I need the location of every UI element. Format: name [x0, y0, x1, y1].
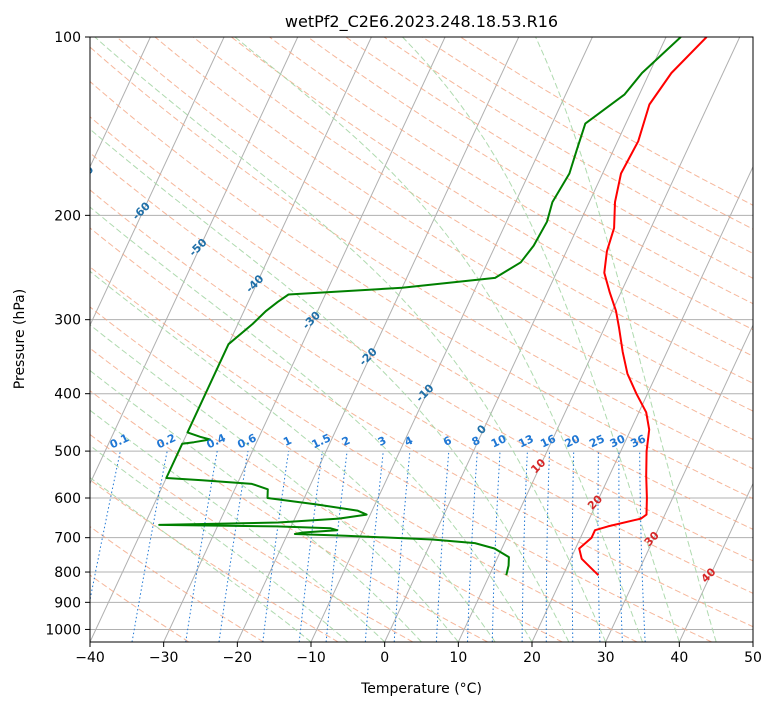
isotherm-line	[90, 37, 151, 169]
dry-adiabat-line	[460, 37, 753, 206]
mixing-ratio-label: 20	[563, 432, 583, 450]
isotherm-line	[457, 37, 741, 642]
moist-adiabat-line	[90, 206, 533, 642]
isotherm-line	[90, 37, 372, 642]
y-tick-label: 500	[54, 444, 81, 460]
x-axis-label: Temperature (°C)	[360, 681, 482, 697]
isotherm-line	[90, 37, 299, 485]
x-tick-label: −20	[223, 650, 253, 666]
moist-adiabat-line	[90, 128, 570, 642]
dry-adiabat-line	[90, 46, 753, 470]
dry-adiabat-line	[307, 37, 753, 305]
isotherm-line	[384, 37, 667, 642]
mixing-ratio-label: 16	[538, 432, 558, 450]
dry-adiabat-line	[90, 152, 753, 562]
plot-layer	[90, 37, 753, 642]
x-tick-label: −40	[75, 650, 105, 666]
y-axis-label: Pressure (hPa)	[12, 289, 28, 389]
isotherm-line	[678, 482, 753, 642]
mixing-ratio-line	[185, 451, 218, 642]
dry-adiabat-line	[383, 37, 753, 254]
mixing-ratio-line	[298, 451, 323, 642]
chart-title: wetPf2_C2E6.2023.248.18.53.R16	[285, 12, 558, 32]
mixing-ratio-label: 25	[587, 432, 606, 450]
adiabat-label: -70	[73, 163, 96, 186]
moist-adiabat-line	[90, 324, 459, 642]
mixing-ratio-line	[262, 451, 290, 642]
y-tick-label: 300	[54, 313, 81, 329]
plot-area	[90, 37, 753, 642]
x-tick-label: 20	[523, 650, 541, 666]
mixing-ratio-label: 30	[608, 432, 628, 450]
dry-adiabat-line	[231, 37, 753, 357]
moist-adiabat-line	[234, 37, 643, 642]
temperature-profile-line	[578, 37, 708, 576]
y-tick-label: 1000	[45, 622, 81, 638]
mixing-ratio-label: 36	[629, 432, 649, 450]
y-tick-label: 400	[54, 387, 81, 403]
x-tick-label: 10	[449, 650, 467, 666]
dry-adiabat-line	[154, 37, 753, 412]
x-tick-label: 30	[597, 650, 615, 666]
isotherm-line	[605, 324, 753, 642]
plot-frame	[89, 36, 754, 643]
moist-adiabat-line	[90, 270, 496, 642]
dry-adiabat-line	[345, 37, 753, 279]
x-tick-label: 40	[670, 650, 688, 666]
y-tick-label: 700	[54, 531, 81, 547]
x-tick-label: −10	[296, 650, 326, 666]
dry-adiabat-line	[192, 37, 753, 384]
y-tick-label: 100	[54, 30, 81, 46]
moist-adiabat-line	[90, 369, 422, 642]
dewpoint-profile-line	[158, 37, 682, 576]
mixing-ratio-line	[325, 451, 348, 642]
mixing-ratio-line	[131, 451, 168, 642]
y-tick-label: 800	[54, 565, 81, 581]
x-tick-label: 0	[380, 650, 389, 666]
y-tick-label: 900	[54, 595, 81, 611]
moist-adiabat-line	[94, 37, 607, 642]
dry-adiabat-line	[90, 227, 753, 628]
isotherm-line	[236, 37, 520, 642]
moist-adiabat-line	[535, 37, 717, 642]
dry-adiabat-line	[90, 347, 563, 642]
x-tick-label: 50	[744, 650, 762, 666]
dry-adiabat-line	[90, 189, 753, 594]
isotherm-line	[90, 37, 225, 327]
x-tick-label: −30	[149, 650, 179, 666]
isotherm-line	[531, 165, 753, 642]
mixing-ratio-line	[90, 451, 121, 603]
moist-adiabat-line	[90, 409, 386, 642]
moist-adiabat-line	[402, 37, 680, 642]
dry-adiabat-line	[90, 116, 753, 530]
dry-adiabat-line	[90, 266, 712, 642]
y-tick-label: 200	[54, 208, 81, 224]
isotherm-line	[163, 37, 446, 642]
dry-adiabat-line	[90, 526, 264, 642]
y-tick-label: 600	[54, 491, 81, 507]
mixing-ratio-label: 13	[516, 432, 535, 450]
dry-adiabat-line	[116, 37, 753, 441]
moist-adiabat-line	[90, 476, 312, 642]
axis-layer: −40 −30 −20 −10 0 10 20 30 40 50 100 200 300 400 500 60…	[45, 30, 762, 666]
mixing-ratio-label: 10	[489, 432, 509, 450]
